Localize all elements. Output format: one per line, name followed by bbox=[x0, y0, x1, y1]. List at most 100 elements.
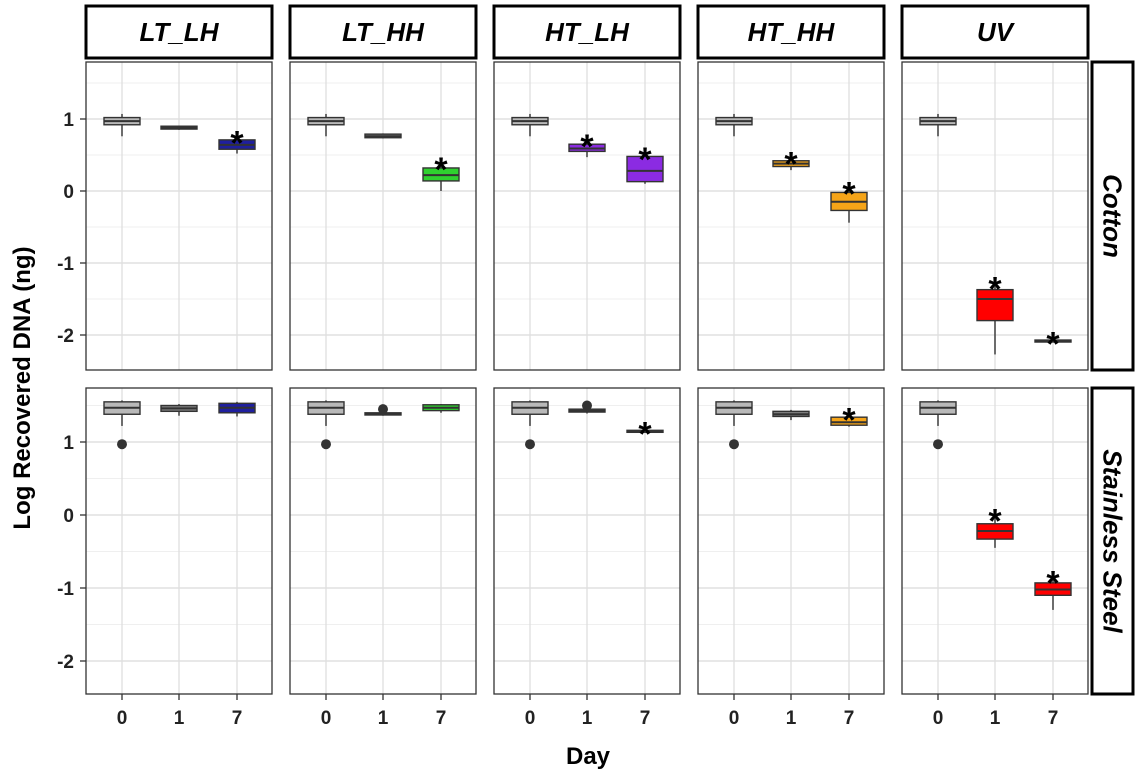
strip-stainless-steel: Stainless Steel bbox=[1090, 386, 1135, 696]
panel-lt-hh-stainless-steel bbox=[307, 400, 460, 450]
box-day-0 bbox=[919, 113, 957, 137]
strip-box bbox=[1090, 60, 1135, 372]
box-day-1 bbox=[160, 125, 198, 130]
panel-border bbox=[697, 61, 885, 371]
grid-layer bbox=[86, 62, 1088, 694]
strip-lt-lh: LT_LH bbox=[84, 4, 274, 60]
box-day-0 bbox=[307, 113, 345, 137]
box-day-0 bbox=[103, 113, 141, 137]
strip-label: HT_HH bbox=[748, 17, 836, 47]
box-day-1: * bbox=[568, 128, 606, 166]
box-day-7: * bbox=[1034, 565, 1072, 610]
significance-star: * bbox=[988, 271, 1002, 309]
significance-star: * bbox=[434, 151, 448, 189]
panel-layer: *** * ***** *** bbox=[103, 113, 1072, 610]
outlier-point bbox=[933, 439, 943, 450]
y-tick-label: -2 bbox=[57, 652, 74, 673]
strip-cotton: Cotton bbox=[1090, 60, 1135, 372]
box-day-1 bbox=[160, 404, 198, 416]
y-tick-label: -1 bbox=[57, 579, 74, 600]
strip-box bbox=[1090, 386, 1135, 696]
y-tick-label: 1 bbox=[63, 110, 74, 131]
panel-lt-hh-cotton: * bbox=[307, 113, 460, 191]
box-day-0 bbox=[919, 400, 957, 450]
x-tick-label: 1 bbox=[582, 708, 593, 729]
box-day-0 bbox=[511, 400, 549, 450]
y-tick-label: 0 bbox=[63, 182, 74, 203]
x-tick-label: 0 bbox=[729, 708, 740, 729]
strip-box bbox=[900, 4, 1090, 60]
significance-star: * bbox=[638, 141, 652, 179]
box-day-7: * bbox=[830, 176, 868, 223]
box-day-1 bbox=[772, 409, 810, 421]
box-day-1 bbox=[568, 400, 606, 414]
strip-uv: UV bbox=[900, 4, 1090, 60]
strip-box bbox=[288, 4, 478, 60]
strip-label: Cotton bbox=[1098, 174, 1128, 258]
x-tick-label: 0 bbox=[933, 708, 944, 729]
box-day-7: * bbox=[218, 124, 256, 162]
x-tick-label: 1 bbox=[786, 708, 797, 729]
panel-ht-hh-stainless-steel: * bbox=[715, 400, 868, 450]
panel-ht-hh-cotton: ** bbox=[715, 113, 868, 223]
box-day-7 bbox=[422, 404, 460, 413]
box-day-0 bbox=[307, 400, 345, 450]
significance-star: * bbox=[580, 128, 594, 166]
strip-box bbox=[696, 4, 886, 60]
significance-star: * bbox=[988, 502, 1002, 540]
strip-label: LT_LH bbox=[140, 17, 220, 47]
strip-lt-hh: LT_HH bbox=[288, 4, 478, 60]
box-day-0 bbox=[511, 113, 549, 137]
y-tick-label: -1 bbox=[57, 254, 74, 275]
significance-star: * bbox=[784, 145, 798, 183]
x-tick-label: 0 bbox=[321, 708, 332, 729]
strip-box bbox=[492, 4, 682, 60]
x-tick-label: 1 bbox=[990, 708, 1001, 729]
panel-border bbox=[85, 61, 273, 371]
panel-lt-lh-cotton: * bbox=[103, 113, 256, 162]
panel-uv-cotton: ** bbox=[919, 113, 1072, 363]
box-body bbox=[830, 416, 868, 426]
significance-star: * bbox=[1046, 565, 1060, 603]
significance-star: * bbox=[638, 416, 652, 454]
strip-label: Stainless Steel bbox=[1098, 449, 1128, 633]
x-tick-label: 1 bbox=[174, 708, 185, 729]
panel-uv-stainless-steel: ** bbox=[919, 400, 1072, 610]
strip-label: LT_HH bbox=[342, 17, 425, 47]
outlier-point bbox=[117, 439, 127, 450]
x-tick-label: 7 bbox=[1048, 708, 1059, 729]
panel-border bbox=[493, 61, 681, 371]
strip-box bbox=[84, 4, 274, 60]
outlier-point bbox=[378, 404, 388, 415]
outlier-point bbox=[525, 439, 535, 450]
strip-layer: LT_LH LT_HH HT_LH HT_HH UV Cotton Stainless St… bbox=[84, 4, 1135, 696]
box-day-0 bbox=[103, 400, 141, 450]
strip-label: HT_LH bbox=[545, 17, 630, 47]
significance-star: * bbox=[230, 124, 244, 162]
y-tick-label: 1 bbox=[63, 433, 74, 454]
box-day-7: * bbox=[626, 141, 664, 184]
axis-layer: -2 -1 0 1 -2 -1 0 1 0 1 7 0 1 7 0 1 7 0 1 7 0 1 7 bbox=[57, 61, 1089, 729]
panel-border bbox=[289, 61, 477, 371]
x-tick-label: 7 bbox=[436, 708, 447, 729]
x-tick-label: 7 bbox=[640, 708, 651, 729]
box-day-0 bbox=[715, 113, 753, 137]
box-day-0 bbox=[715, 400, 753, 450]
x-tick-label: 7 bbox=[232, 708, 243, 729]
box-body bbox=[976, 288, 1014, 322]
panel-border bbox=[901, 61, 1089, 371]
box-day-7: * bbox=[626, 416, 664, 454]
box-day-1: * bbox=[772, 145, 810, 183]
panel-lt-lh-stainless-steel bbox=[103, 400, 256, 450]
box-day-7 bbox=[218, 401, 256, 417]
significance-star: * bbox=[842, 402, 856, 440]
y-tick-label: 0 bbox=[63, 506, 74, 527]
box-body bbox=[626, 155, 664, 183]
box-day-7: * bbox=[422, 151, 460, 191]
panel-ht-lh-stainless-steel: * bbox=[511, 400, 664, 454]
significance-star: * bbox=[1046, 325, 1060, 363]
strip-label: UV bbox=[977, 17, 1016, 47]
significance-star: * bbox=[842, 176, 856, 214]
strip-ht-hh: HT_HH bbox=[696, 4, 886, 60]
